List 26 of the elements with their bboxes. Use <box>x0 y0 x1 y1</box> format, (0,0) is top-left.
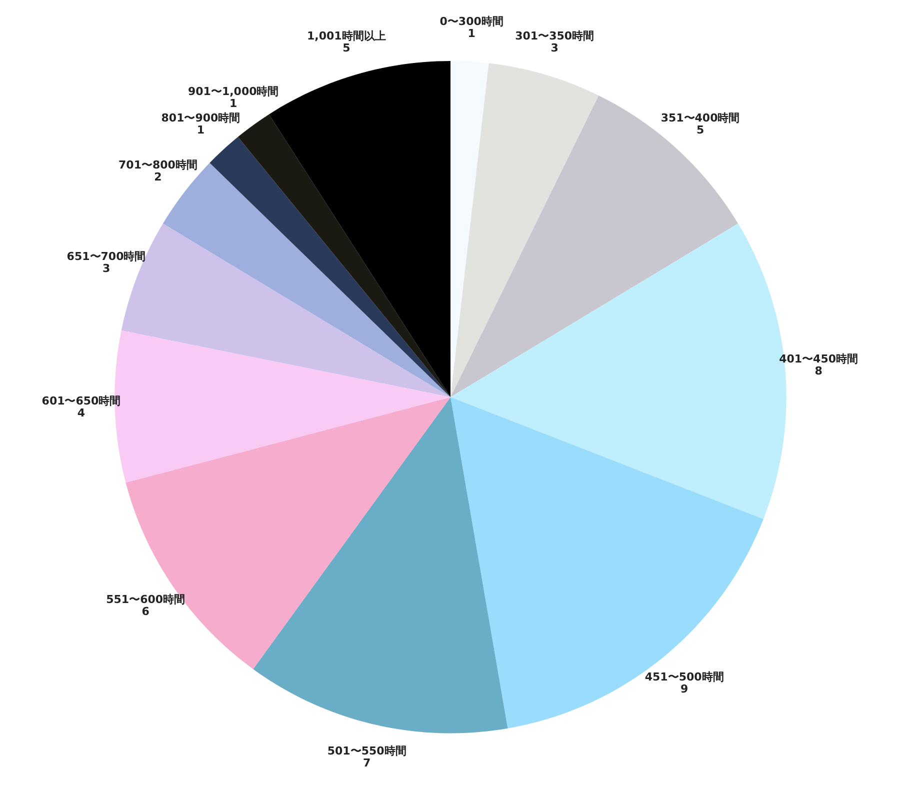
slice-label: 0〜300時間 <box>440 14 504 28</box>
data-label: 3 <box>550 41 558 54</box>
data-label: 5 <box>342 41 350 54</box>
data-label: 5 <box>696 124 704 137</box>
data-label: 4 <box>77 406 86 420</box>
data-label: 1 <box>230 97 238 110</box>
slice-label: 351〜400時間 <box>660 112 740 125</box>
slice-label: 651〜700時間 <box>66 250 146 263</box>
data-label: 3 <box>102 262 110 275</box>
slice-label: 501〜550時間 <box>327 744 406 758</box>
slice-label: 701〜800時間 <box>118 158 198 172</box>
slice-label: 401〜450時間 <box>779 352 858 366</box>
slice-label: 901〜1,000時間 <box>188 85 279 98</box>
data-label: 1 <box>196 124 205 137</box>
slice-label: 451〜500時間 <box>644 670 724 684</box>
data-label: 2 <box>154 170 162 184</box>
data-label: 9 <box>680 682 688 696</box>
slice-label: 801〜900時間 <box>161 112 240 125</box>
data-label: 8 <box>814 364 822 378</box>
data-label: 7 <box>363 756 371 770</box>
slice-label: 601〜650時間 <box>42 394 121 408</box>
data-label: 6 <box>142 604 150 618</box>
slice-label: 301〜350時間 <box>515 29 594 42</box>
data-label: 1 <box>468 26 476 40</box>
slice-label: 551〜600時間 <box>106 592 186 606</box>
slice-label: 1,001時間以上 <box>307 29 386 42</box>
